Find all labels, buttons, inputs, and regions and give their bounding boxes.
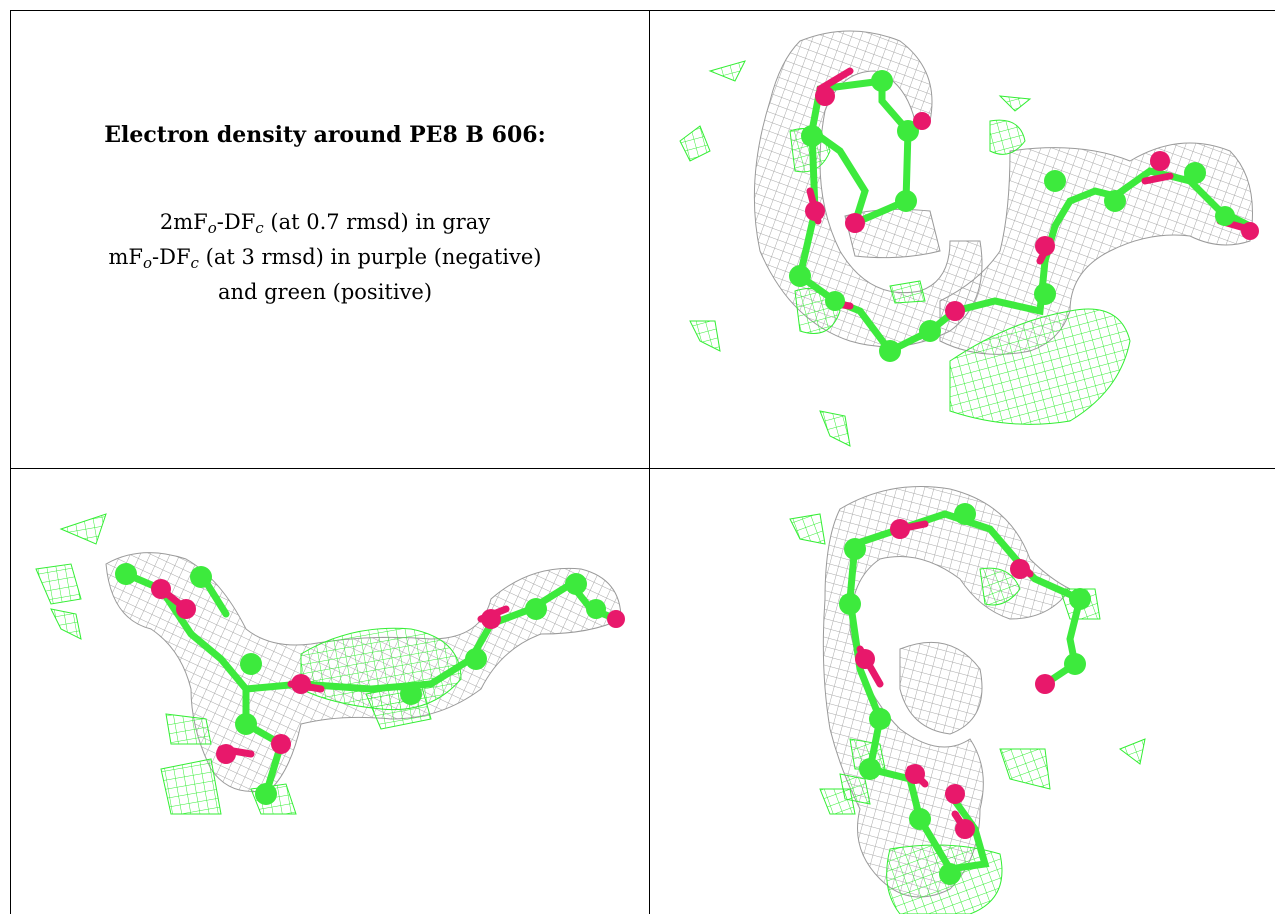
caption-title: Electron density around PE8 B 606: (104, 122, 546, 148)
caption-line-2mfo: 2mFo-DFc (at 0.7 rmsd) in gray (159, 210, 491, 237)
table-border-top (10, 10, 1275, 11)
ligand-atoms (839, 503, 1091, 885)
table-divider-horizontal (10, 468, 1275, 469)
caption-cell: Electron density around PE8 B 606: 2mFo-… (10, 0, 640, 460)
caption-line-green: and green (positive) (217, 280, 433, 304)
gray-density-mesh (753, 30, 1253, 355)
table-divider-vertical (649, 10, 650, 914)
density-view-top-right (650, 11, 1275, 468)
density-view-bottom-left (11, 469, 649, 914)
molecule-render-3 (789, 486, 1146, 914)
ligand-atoms (789, 70, 1259, 362)
ligand-atoms (115, 563, 625, 805)
caption-description: 2mFo-DFc (at 0.7 rmsd) in gray mFo-DFc (… (10, 208, 640, 307)
table-border-left (10, 10, 11, 914)
caption-line-mfo: mFo-DFc (at 3 rmsd) in purple (negative) (108, 245, 542, 272)
molecule-render-2 (35, 513, 625, 815)
density-view-bottom-right (650, 469, 1275, 914)
molecule-render-1 (679, 30, 1259, 447)
